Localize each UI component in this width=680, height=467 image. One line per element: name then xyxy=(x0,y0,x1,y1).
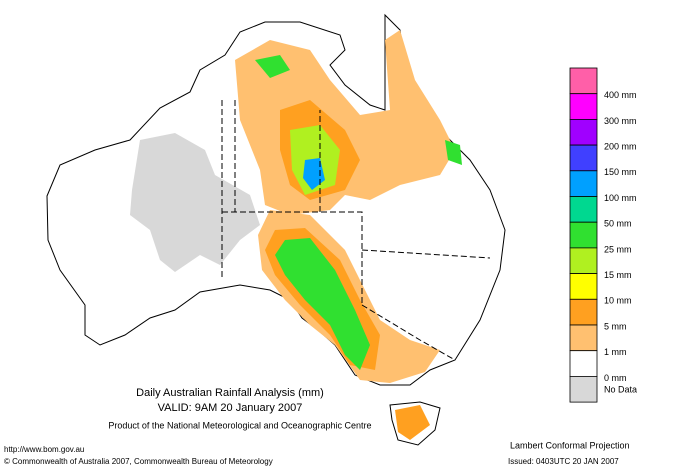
no-data-area xyxy=(130,133,260,272)
legend-label: 15 mm xyxy=(604,270,632,280)
legend-swatch xyxy=(569,247,598,274)
product-credit: Product of the National Meteorological a… xyxy=(108,420,371,430)
legend-swatch xyxy=(569,298,598,326)
legend-label: 50 mm xyxy=(604,219,632,229)
legend-label: 400 mm xyxy=(604,90,637,100)
legend-label: 25 mm xyxy=(604,244,632,254)
legend-label: 300 mm xyxy=(604,116,637,126)
rain-25mm xyxy=(275,238,370,370)
issued: Issued: 0403UTC 20 JAN 2007 xyxy=(508,457,619,466)
rainfall xyxy=(235,30,462,440)
legend-swatch xyxy=(569,221,598,249)
legend: 400 mm 300 mm 200 mm 150 mm 100 mm 50 mm 25 mm… xyxy=(569,67,637,403)
valid-time: VALID: 9AM 20 January 2007 xyxy=(158,402,303,414)
rain-25mm xyxy=(255,55,290,78)
map-title: Daily Australian Rainfall Analysis (mm) xyxy=(136,387,324,399)
australia xyxy=(46,13,506,446)
legend-swatch xyxy=(569,375,598,403)
rain-10mm xyxy=(395,405,430,440)
legend-swatch xyxy=(569,324,598,352)
copyright: © Commonwealth of Australia 2007, Common… xyxy=(4,457,273,466)
legend-label: 1 mm xyxy=(604,347,627,357)
state-borders xyxy=(221,100,491,361)
legend-label: 100 mm xyxy=(604,193,637,203)
legend-swatch xyxy=(569,144,598,172)
rain-25mm xyxy=(445,140,462,165)
legend-label: No Data xyxy=(604,385,637,395)
legend-swatch xyxy=(569,170,598,197)
legend-swatch xyxy=(569,196,598,223)
legend-swatch xyxy=(569,350,598,377)
projection: Lambert Conformal Projection xyxy=(510,440,630,450)
legend-swatch xyxy=(569,119,598,146)
legend-label: 0 mm xyxy=(604,373,627,383)
legend-label: 200 mm xyxy=(604,141,637,151)
legend-label: 150 mm xyxy=(604,167,637,177)
legend-swatch xyxy=(569,93,598,120)
legend-label: 10 mm xyxy=(604,296,632,306)
legend-label: 5 mm xyxy=(604,321,627,331)
legend-swatch xyxy=(569,67,598,95)
url: http://www.bom.gov.au xyxy=(4,445,84,454)
legend-swatch xyxy=(569,273,598,300)
